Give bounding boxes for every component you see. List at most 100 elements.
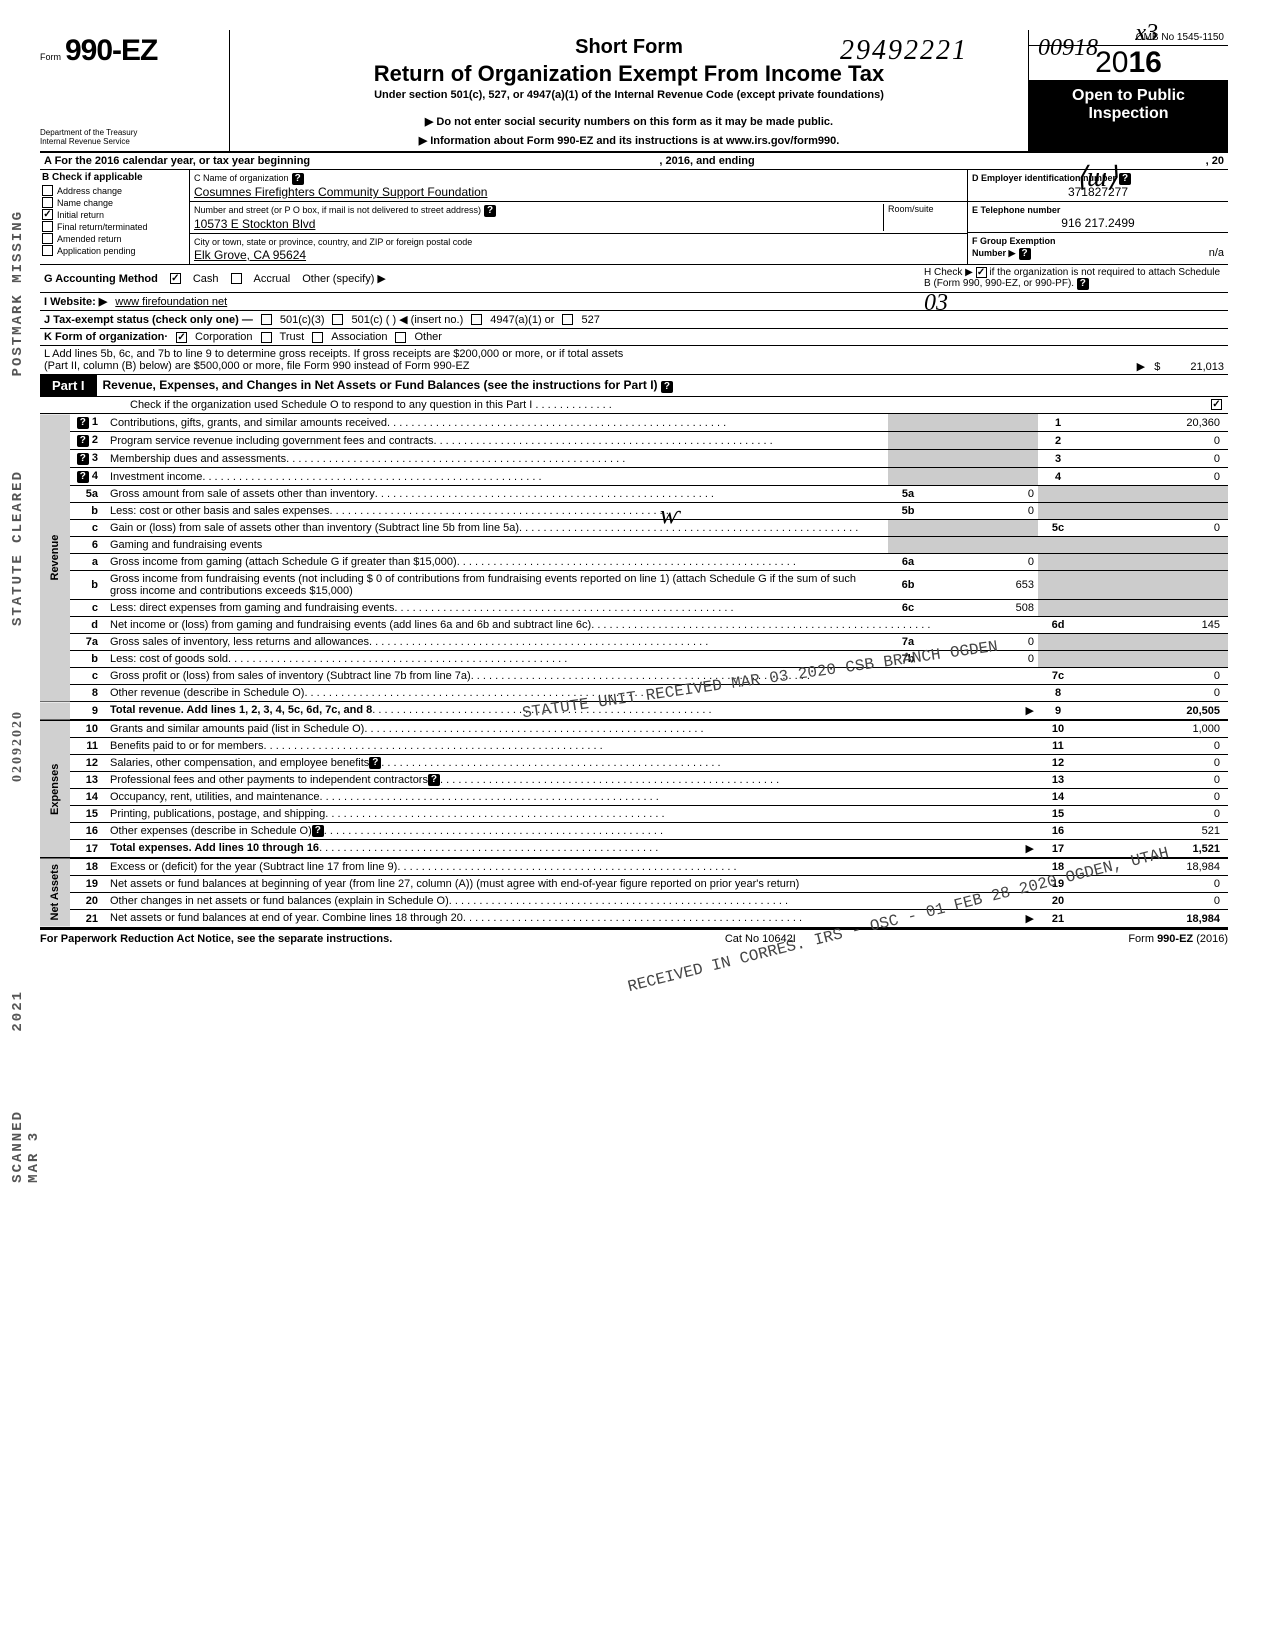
line-3-desc: Membership dues and assessments — [110, 453, 286, 465]
line-7b-desc: Less: cost of goods sold — [110, 653, 228, 665]
line-6d-val: 145 — [1078, 617, 1228, 634]
line-4-val: 0 — [1078, 468, 1228, 486]
line-18-val: 18,984 — [1078, 858, 1228, 876]
handwritten-initials: ⟨ɯ⟩ — [1076, 160, 1118, 194]
line-11-desc: Benefits paid to or for members — [110, 740, 263, 752]
line-10-val: 1,000 — [1078, 720, 1228, 738]
help-icon[interactable]: ? — [1119, 173, 1131, 185]
line-15-val: 0 — [1078, 806, 1228, 823]
col-b-checkboxes: B Check if applicable Address change Nam… — [40, 170, 190, 264]
line-3-val: 0 — [1078, 450, 1228, 468]
line-6c-val: 508 — [928, 600, 1038, 617]
part-i-tag: Part I — [40, 375, 97, 396]
help-icon[interactable]: ? — [77, 417, 89, 429]
lbl-name-change: Name change — [57, 198, 113, 208]
val-city: Elk Grove, CA 95624 — [194, 248, 306, 262]
line-1-desc: Contributions, gifts, grants, and simila… — [110, 417, 387, 429]
val-group-exemption: n/a — [1209, 247, 1224, 259]
header-left: Form 990-EZ Department of the Treasury I… — [40, 30, 230, 151]
lbl-room: Room/suite — [883, 204, 963, 231]
col-b-header: B Check if applicable — [42, 172, 187, 183]
lbl-city: City or town, state or province, country… — [194, 237, 472, 247]
line-21-desc: Net assets or fund balances at end of ye… — [110, 912, 463, 925]
subtitle: Under section 501(c), 527, or 4947(a)(1)… — [236, 89, 1022, 101]
help-icon[interactable]: ? — [292, 173, 304, 185]
row-l-text2: (Part II, column (B) below) are $500,000… — [44, 360, 470, 372]
lbl-final-return: Final return/terminated — [57, 222, 148, 232]
chk-association[interactable] — [312, 332, 323, 343]
val-telephone: 916 217.2499 — [972, 216, 1224, 230]
lbl-other-method: Other (specify) ▶ — [302, 272, 386, 285]
help-icon[interactable]: ? — [484, 205, 496, 217]
row-l-gross-receipts: L Add lines 5b, 6c, and 7b to line 9 to … — [40, 346, 1228, 375]
line-6a-val: 0 — [928, 554, 1038, 571]
chk-4947[interactable] — [471, 314, 482, 325]
chk-schedule-b[interactable]: ✓ — [976, 267, 987, 278]
chk-accrual[interactable] — [231, 273, 242, 284]
chk-final-return[interactable] — [42, 221, 53, 232]
line-6b-val: 653 — [928, 571, 1038, 600]
lbl-trust: Trust — [280, 331, 305, 343]
part-i-header: Part I Revenue, Expenses, and Changes in… — [40, 375, 1228, 397]
section-net-assets: Net Assets — [40, 858, 70, 928]
line-2-val: 0 — [1078, 432, 1228, 450]
chk-501c[interactable] — [332, 314, 343, 325]
line-19-val: 0 — [1078, 876, 1228, 893]
dept-irs: Internal Revenue Service — [40, 137, 223, 147]
handwritten-x3: x3 — [1135, 20, 1158, 47]
line-17-val: 1,521 — [1078, 840, 1228, 859]
lbl-group-exemption: F Group Exemption — [972, 236, 1056, 246]
line-11-val: 0 — [1078, 738, 1228, 755]
footer-cat-no: Cat No 10642I — [725, 933, 796, 945]
chk-schedule-o[interactable]: ✓ — [1211, 399, 1222, 410]
val-street: 10573 E Stockton Blvd — [194, 217, 315, 231]
chk-application-pending[interactable] — [42, 245, 53, 256]
chk-initial-return[interactable]: ✓ — [42, 209, 53, 220]
lbl-application-pending: Application pending — [57, 246, 136, 256]
lbl-website: I Website: ▶ — [44, 295, 107, 308]
chk-other-org[interactable] — [395, 332, 406, 343]
chk-527[interactable] — [562, 314, 573, 325]
row-a-mid: , 2016, and ending — [310, 155, 1104, 167]
row-a-right: , 20 — [1104, 155, 1224, 167]
handwritten-03: 03 — [924, 290, 948, 317]
line-16-val: 521 — [1078, 823, 1228, 840]
form-number: 990-EZ — [65, 34, 157, 68]
chk-address-change[interactable] — [42, 185, 53, 196]
lbl-initial-return: Initial return — [57, 210, 104, 220]
line-5a-desc: Gross amount from sale of assets other t… — [110, 488, 375, 500]
val-org-name: Cosumnes Firefighters Community Support … — [194, 185, 487, 199]
chk-name-change[interactable] — [42, 197, 53, 208]
stamp-scanned: SCANNED MAR 3 — [10, 1110, 42, 1183]
part-i-sub: Check if the organization used Schedule … — [40, 397, 1228, 414]
row-i-website: I Website: ▶ www firefoundation net — [40, 293, 1228, 311]
chk-cash[interactable]: ✓ — [170, 273, 181, 284]
line-6b-desc: Gross income from fundraising events (no… — [106, 571, 888, 600]
chk-corporation[interactable]: ✓ — [176, 332, 187, 343]
lbl-tax-status: J Tax-exempt status (check only one) — — [44, 314, 253, 326]
line-7c-desc: Gross profit or (loss) from sales of inv… — [110, 670, 471, 682]
line-5b-val: 0 — [928, 503, 1038, 520]
part-i-title: Revenue, Expenses, and Changes in Net As… — [97, 375, 1228, 396]
lbl-telephone: E Telephone number — [972, 205, 1060, 215]
info-link: ▶ Information about Form 990-EZ and its … — [236, 134, 1022, 147]
lbl-accounting: G Accounting Method — [44, 273, 158, 285]
help-icon[interactable]: ? — [1019, 248, 1031, 260]
line-6-desc: Gaming and fundraising events — [106, 537, 888, 554]
lbl-amended-return: Amended return — [57, 234, 122, 244]
line-16-desc: Other expenses (describe in Schedule O) — [110, 825, 312, 837]
line-19-desc: Net assets or fund balances at beginning… — [110, 878, 799, 890]
chk-trust[interactable] — [261, 332, 272, 343]
line-5c-desc: Gain or (loss) from sale of assets other… — [110, 522, 519, 534]
form-page: 29492221 00918 x3 ⟨ɯ⟩ 03 ⱳ POSTMARK MISS… — [40, 30, 1228, 945]
line-21-val: 18,984 — [1078, 910, 1228, 928]
lbl-other-org: Other — [414, 331, 442, 343]
help-icon[interactable]: ? — [1077, 278, 1089, 290]
row-h-schedule-b: H Check ▶ ✓ if the organization is not r… — [924, 267, 1224, 290]
lbl-group-number: Number ▶ — [972, 248, 1015, 258]
chk-amended-return[interactable] — [42, 233, 53, 244]
lbl-address-change: Address change — [57, 186, 122, 196]
chk-501c3[interactable] — [261, 314, 272, 325]
help-icon[interactable]: ? — [661, 381, 673, 393]
line-6a-desc: Gross income from gaming (attach Schedul… — [110, 556, 457, 568]
